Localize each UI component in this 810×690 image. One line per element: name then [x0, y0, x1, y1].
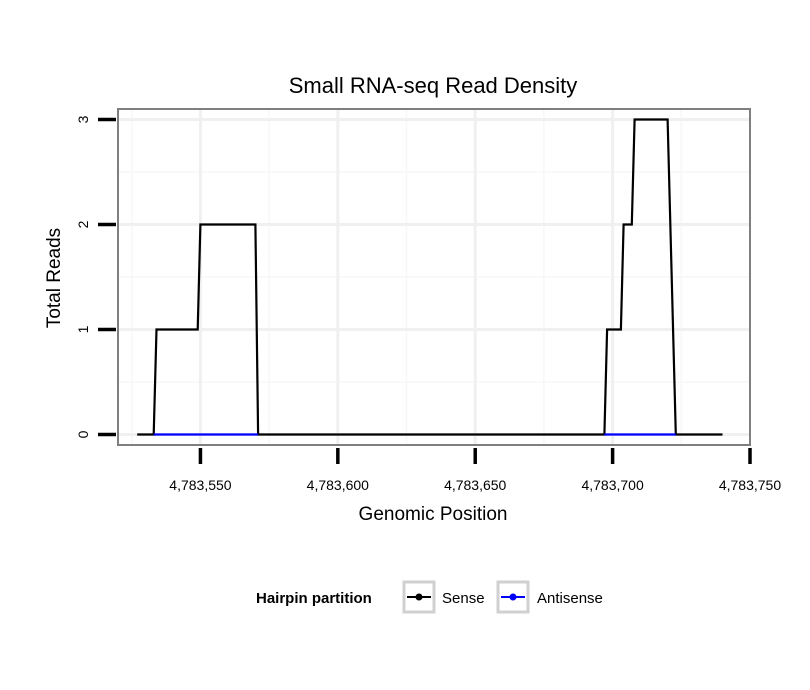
x-tick-label: 4,783,600	[307, 477, 369, 493]
x-tick-label: 4,783,650	[444, 477, 506, 493]
series-line-sense	[137, 118, 723, 436]
y-axis-title: Total Reads	[44, 228, 65, 328]
legend-label-antisense: Antisense	[537, 590, 603, 607]
y-tick-label: 1	[75, 325, 91, 333]
plot-panel-border	[117, 108, 751, 446]
legend-label-sense: Sense	[442, 590, 485, 607]
y-tick-label: 0	[75, 430, 91, 438]
legend-dot-sense	[415, 593, 423, 601]
x-tick-label: 4,783,700	[581, 477, 643, 493]
legend-dot-antisense	[509, 593, 517, 601]
legend: Hairpin partition Sense Antisense	[256, 580, 603, 614]
series-layer	[137, 118, 723, 436]
legend-item-antisense: Antisense	[496, 580, 603, 614]
legend-title: Hairpin partition	[256, 590, 372, 607]
y-tick-label: 3	[75, 115, 91, 123]
y-tick-label: 2	[75, 220, 91, 228]
grid	[118, 109, 750, 445]
legend-item-sense: Sense	[402, 580, 485, 614]
x-axis: 4,783,550 4,783,600 4,783,650 4,783,700 4,78…	[169, 448, 781, 493]
x-tick-label: 4,783,750	[719, 477, 781, 493]
x-axis-title: Genomic Position	[359, 504, 508, 525]
y-axis: 0 1 2 3	[75, 115, 116, 438]
x-tick-label: 4,783,550	[169, 477, 231, 493]
chart-title: Small RNA-seq Read Density	[289, 73, 578, 98]
